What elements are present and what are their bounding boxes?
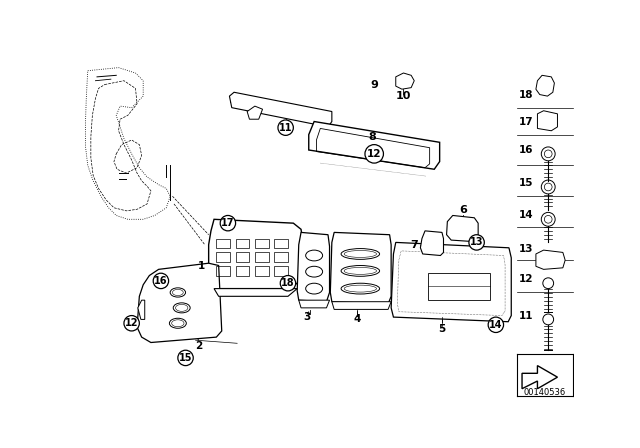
Polygon shape xyxy=(538,111,557,131)
Text: 10: 10 xyxy=(396,91,411,101)
Bar xyxy=(236,252,250,262)
Text: 16: 16 xyxy=(519,145,534,155)
Bar xyxy=(236,266,250,276)
Circle shape xyxy=(488,317,504,332)
Polygon shape xyxy=(209,220,303,289)
Text: 12: 12 xyxy=(367,149,381,159)
Polygon shape xyxy=(396,73,414,89)
Bar xyxy=(255,252,269,262)
Polygon shape xyxy=(297,233,330,302)
Bar xyxy=(216,238,230,248)
Text: 14: 14 xyxy=(519,211,534,220)
Polygon shape xyxy=(447,215,478,241)
Polygon shape xyxy=(391,242,511,322)
Bar xyxy=(274,252,288,262)
Text: 5: 5 xyxy=(438,324,445,334)
Circle shape xyxy=(280,276,296,291)
Circle shape xyxy=(278,120,293,135)
Circle shape xyxy=(178,350,193,366)
Text: 8: 8 xyxy=(369,132,376,142)
Text: 17: 17 xyxy=(221,218,235,228)
Circle shape xyxy=(124,315,140,331)
Polygon shape xyxy=(536,250,565,269)
Polygon shape xyxy=(332,302,391,310)
Polygon shape xyxy=(522,366,557,389)
Bar xyxy=(428,273,490,300)
Polygon shape xyxy=(230,92,332,127)
Text: 00140536: 00140536 xyxy=(524,388,566,397)
Bar xyxy=(216,266,230,276)
Text: 2: 2 xyxy=(195,341,202,351)
Text: 14: 14 xyxy=(489,320,502,330)
Bar xyxy=(216,252,230,262)
Bar xyxy=(255,238,269,248)
Polygon shape xyxy=(536,75,554,96)
Text: 4: 4 xyxy=(353,314,361,324)
Polygon shape xyxy=(137,263,221,343)
Text: 11: 11 xyxy=(519,310,534,321)
Circle shape xyxy=(365,145,383,163)
Polygon shape xyxy=(299,300,330,308)
Text: 15: 15 xyxy=(519,178,534,188)
Text: 15: 15 xyxy=(179,353,192,363)
Text: 18: 18 xyxy=(281,278,295,288)
Text: 18: 18 xyxy=(519,90,534,99)
Bar xyxy=(274,266,288,276)
Text: 11: 11 xyxy=(279,123,292,133)
Text: 12: 12 xyxy=(519,274,534,284)
Bar xyxy=(236,238,250,248)
Polygon shape xyxy=(330,233,391,304)
Text: 13: 13 xyxy=(519,244,534,254)
Bar xyxy=(255,266,269,276)
Text: 16: 16 xyxy=(154,276,168,286)
Text: 7: 7 xyxy=(410,240,418,250)
Text: 9: 9 xyxy=(371,80,378,90)
Polygon shape xyxy=(214,289,297,296)
Circle shape xyxy=(153,273,168,289)
Text: 17: 17 xyxy=(519,116,534,126)
Polygon shape xyxy=(308,121,440,169)
Polygon shape xyxy=(247,106,262,119)
Text: 3: 3 xyxy=(303,312,311,322)
Polygon shape xyxy=(138,300,145,319)
Polygon shape xyxy=(420,231,444,255)
Circle shape xyxy=(469,235,484,250)
Text: 6: 6 xyxy=(459,205,467,215)
Text: 1: 1 xyxy=(197,260,205,271)
Bar xyxy=(274,238,288,248)
Text: 13: 13 xyxy=(470,237,483,247)
Circle shape xyxy=(220,215,236,231)
Text: 12: 12 xyxy=(125,318,138,328)
